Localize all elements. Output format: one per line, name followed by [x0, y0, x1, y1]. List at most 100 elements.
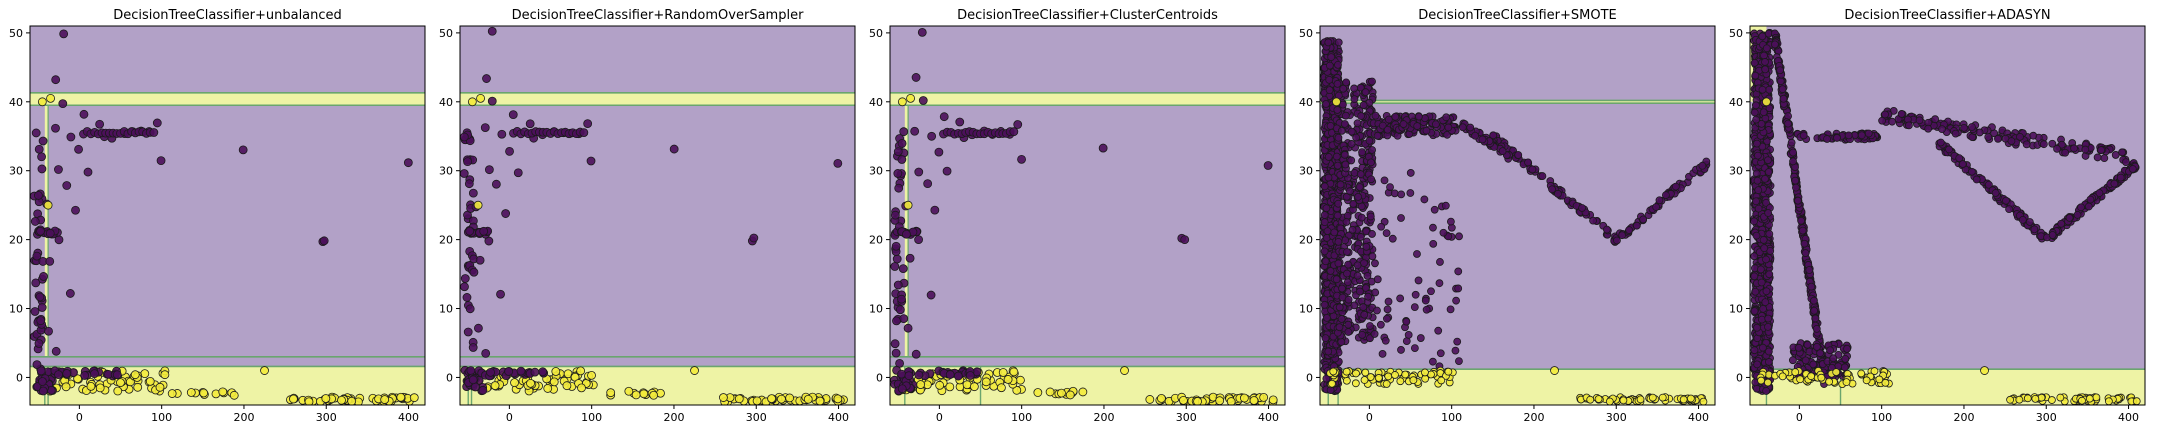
- data-point-majority: [1764, 209, 1773, 217]
- data-point-majority: [579, 128, 589, 138]
- data-point-majority: [2118, 148, 2127, 157]
- data-point-majority: [1752, 101, 1760, 110]
- data-point-majority: [516, 366, 526, 376]
- data-point-majority: [1373, 131, 1382, 140]
- data-point-majority: [538, 367, 548, 377]
- data-point-minority: [2048, 396, 2056, 404]
- data-point-majority: [2093, 153, 2102, 162]
- data-point-minority: [1817, 373, 1826, 382]
- data-point-majority: [74, 144, 83, 154]
- data-point-majority: [1324, 153, 1333, 161]
- data-point-majority: [1652, 203, 1661, 211]
- data-point-majority: [1801, 249, 1810, 257]
- data-point-majority: [897, 294, 906, 304]
- data-point-majority: [31, 128, 41, 138]
- data-point-majority: [1368, 77, 1376, 86]
- data-point-majority: [1639, 215, 1648, 224]
- data-point-minority: [916, 380, 926, 389]
- data-point-minority: [639, 389, 649, 399]
- data-point-majority: [1367, 175, 1376, 184]
- data-point-majority: [1435, 279, 1444, 288]
- data-point-majority: [1751, 71, 1760, 80]
- data-point-majority: [403, 158, 413, 168]
- data-point-minority: [73, 374, 83, 384]
- data-point-minority: [289, 394, 298, 404]
- chart-title: DecisionTreeClassifier+SMOTE: [1418, 8, 1617, 23]
- data-point-majority: [1764, 314, 1773, 323]
- y-tick-label: 0: [1306, 371, 1313, 384]
- data-point-minority: [43, 200, 53, 210]
- data-point-majority: [2065, 213, 2074, 222]
- data-point-majority: [480, 123, 490, 133]
- data-point-majority: [36, 316, 46, 326]
- data-point-minority: [1763, 378, 1772, 387]
- data-point-majority: [955, 117, 965, 127]
- data-point-majority: [1335, 323, 1344, 332]
- data-point-majority: [1778, 85, 1787, 94]
- data-point-majority: [1826, 346, 1834, 355]
- data-point-majority: [1478, 135, 1487, 144]
- data-point-majority: [1613, 236, 1621, 245]
- data-point-minority: [1012, 385, 1022, 395]
- data-point-minority: [945, 382, 955, 392]
- data-point-minority: [1342, 367, 1351, 376]
- data-point-majority: [1377, 222, 1386, 231]
- decision-region-minor: [1320, 100, 1715, 104]
- data-point-minority: [767, 394, 776, 404]
- data-point-majority: [2086, 195, 2095, 204]
- data-point-minority: [690, 366, 699, 375]
- data-point-majority: [1404, 331, 1413, 339]
- data-point-majority: [36, 366, 46, 376]
- chart-title: DecisionTreeClassifier+RandomOverSampler: [512, 8, 805, 23]
- data-point-majority: [1452, 296, 1460, 305]
- data-point-minority: [260, 366, 269, 375]
- data-point-majority: [1320, 211, 1329, 219]
- data-point-majority: [468, 188, 478, 198]
- data-point-minority: [1366, 373, 1375, 381]
- data-point-minority: [1179, 395, 1188, 405]
- data-point-majority: [1353, 261, 1362, 270]
- y-tick-label: 30: [9, 165, 23, 178]
- data-point-majority: [833, 158, 843, 168]
- decision-region-minor: [460, 92, 855, 106]
- data-point-majority: [31, 278, 41, 288]
- data-point-majority: [1776, 77, 1785, 86]
- data-point-minority: [1045, 387, 1055, 397]
- y-tick-label: 50: [439, 27, 453, 40]
- data-point-majority: [54, 370, 63, 379]
- data-point-majority: [1578, 204, 1586, 212]
- axes-frame: [29, 25, 426, 406]
- data-point-majority: [469, 267, 479, 277]
- data-point-majority: [1320, 218, 1329, 227]
- data-point-majority: [1761, 298, 1770, 307]
- x-tick-label: 400: [2118, 411, 2139, 424]
- data-point-majority: [1334, 237, 1343, 246]
- data-point-majority: [1538, 172, 1547, 180]
- data-point-majority: [1878, 116, 1887, 125]
- data-point-majority: [1750, 108, 1759, 117]
- data-point-majority: [1320, 182, 1329, 191]
- data-point-majority: [39, 272, 48, 281]
- data-point-majority: [474, 323, 483, 333]
- data-point-majority: [1762, 44, 1771, 53]
- data-point-majority: [2111, 151, 2120, 159]
- data-point-minority: [562, 381, 572, 391]
- data-point-minority: [473, 200, 483, 210]
- x-tick-label: 100: [1871, 411, 1892, 424]
- data-point-minority: [587, 370, 596, 380]
- x-tick-label: 100: [151, 411, 172, 424]
- data-point-majority: [1342, 78, 1351, 87]
- data-point-majority: [1752, 231, 1761, 240]
- data-point-majority: [1263, 161, 1273, 170]
- data-point-majority: [923, 179, 933, 189]
- data-point-majority: [2030, 225, 2039, 234]
- data-point-majority: [463, 157, 472, 167]
- data-point-majority: [1368, 230, 1376, 238]
- data-point-minority: [37, 97, 47, 107]
- data-point-minority: [1658, 393, 1667, 402]
- data-point-majority: [1897, 110, 1906, 118]
- data-point-majority: [1439, 228, 1448, 237]
- data-point-majority: [1391, 112, 1400, 121]
- data-point-majority: [899, 314, 909, 324]
- data-point-majority: [152, 118, 162, 128]
